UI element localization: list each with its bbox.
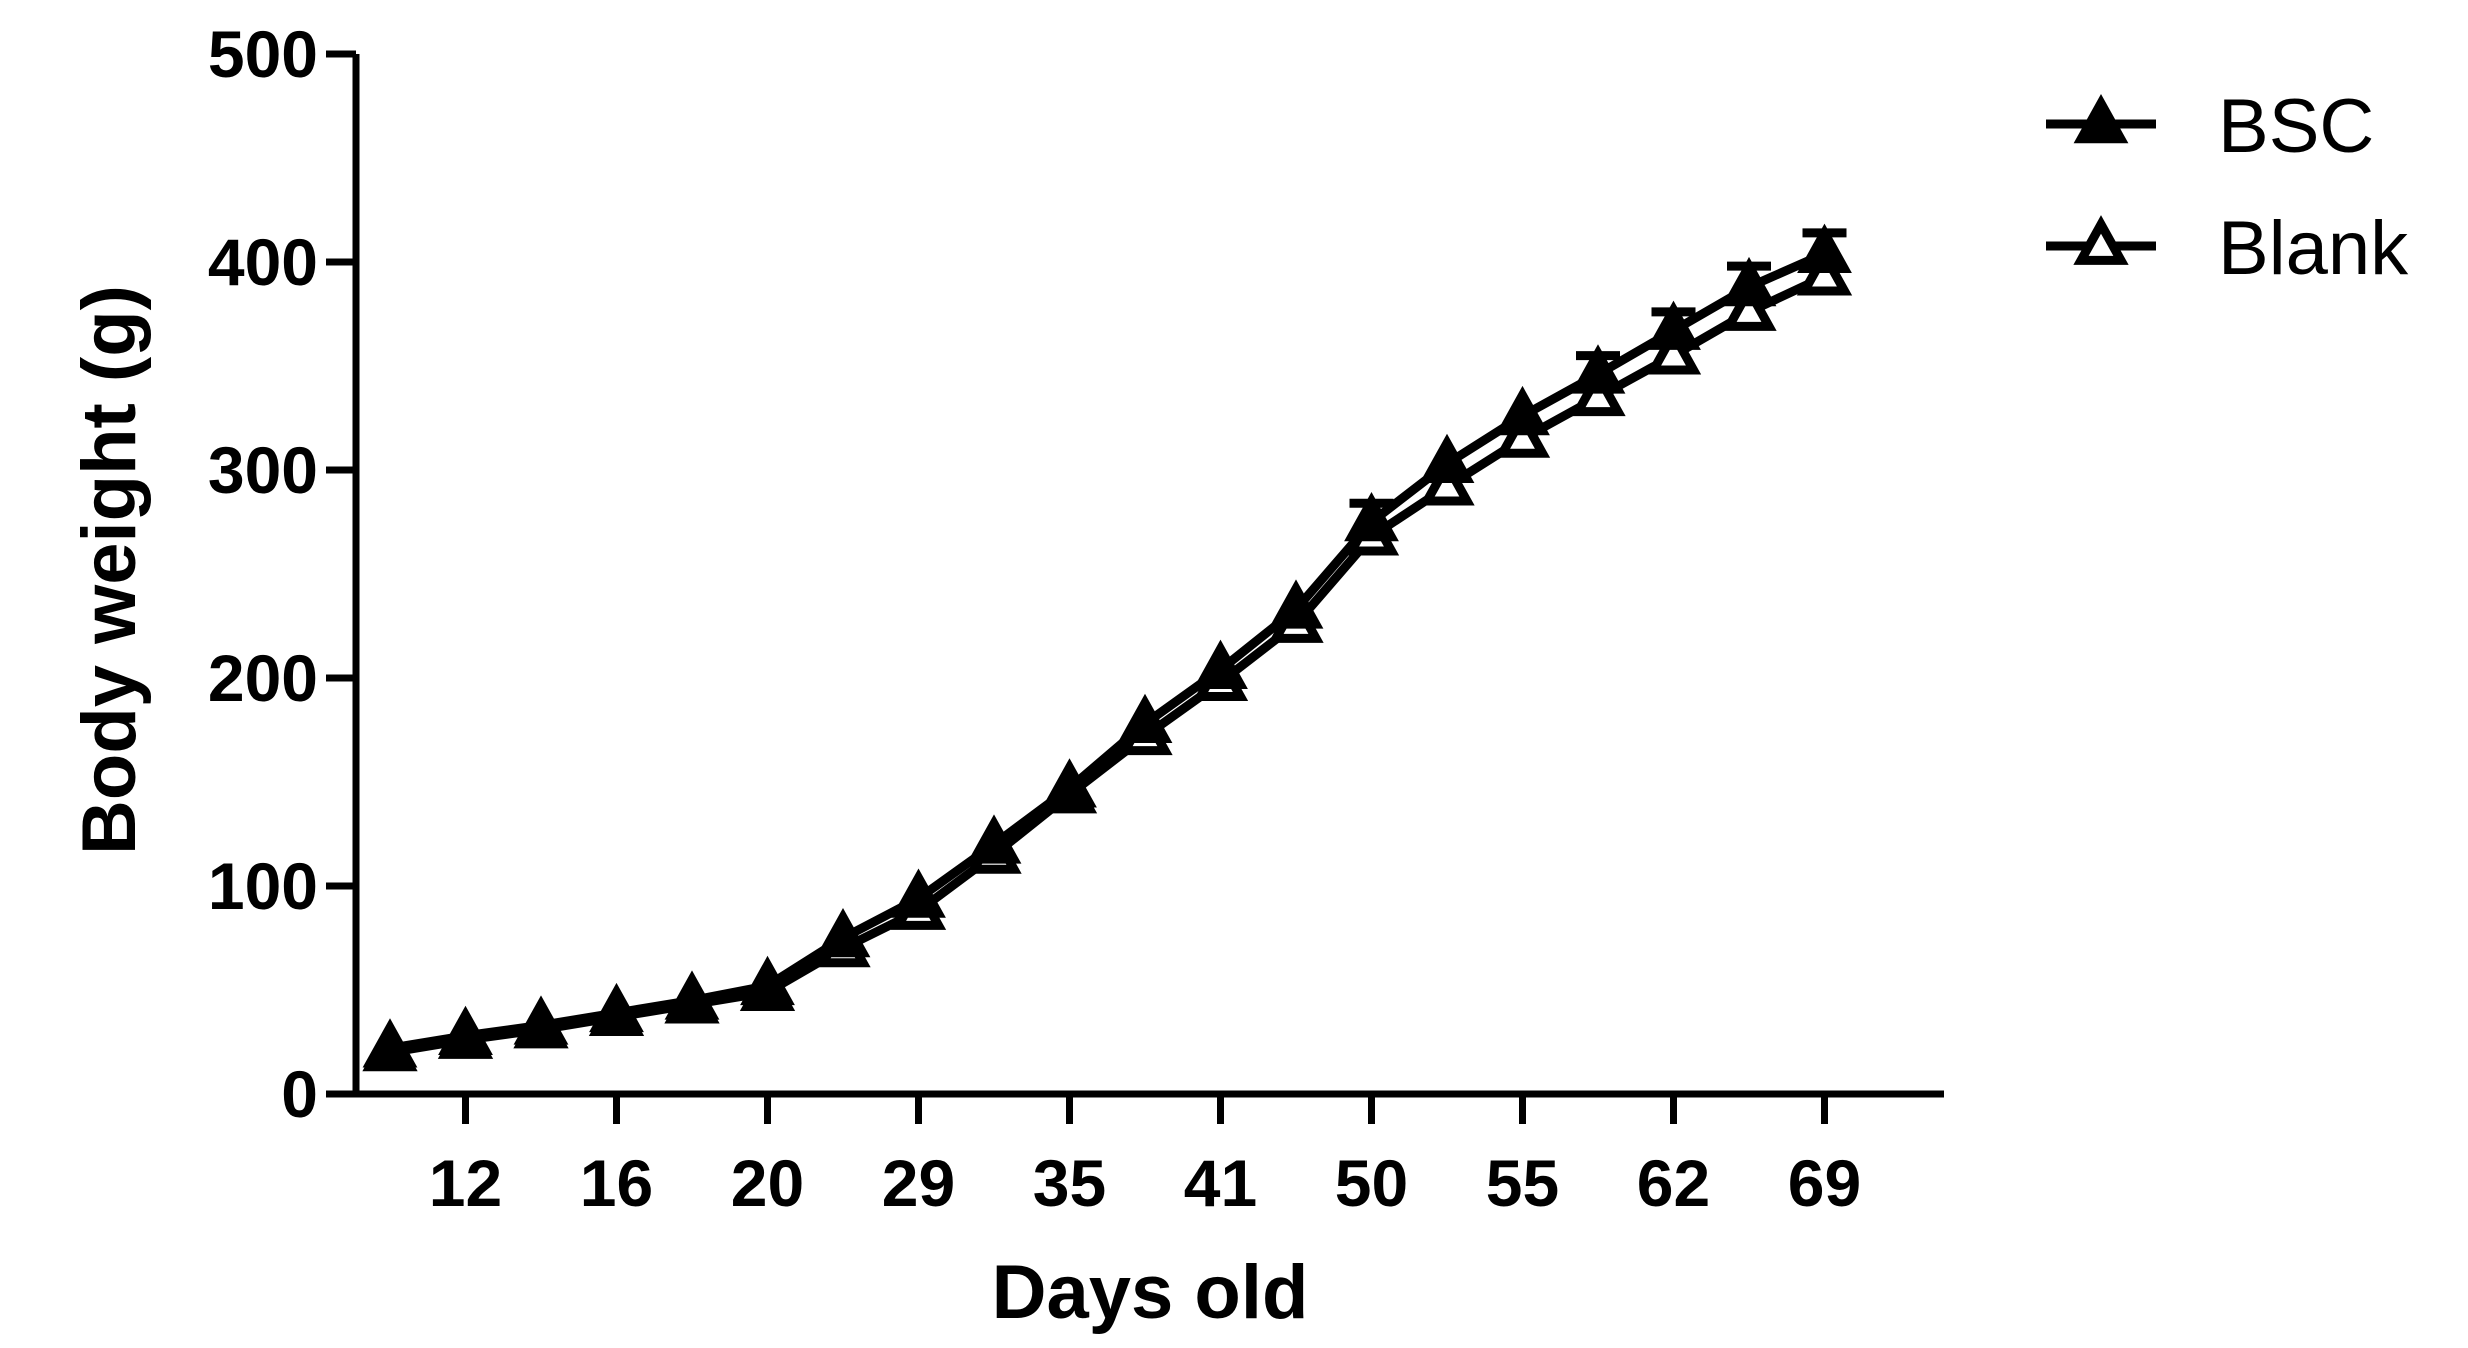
x-tick-label: 50	[1335, 1146, 1408, 1220]
data-point	[438, 1005, 493, 1056]
x-tick-label: 20	[731, 1146, 804, 1220]
data-point	[513, 995, 569, 1045]
x-tick-label: 12	[429, 1146, 502, 1220]
x-tick-label: 29	[882, 1146, 955, 1220]
data-point	[1721, 256, 1777, 307]
x-tick-label: 62	[1637, 1146, 1710, 1220]
legend-marker	[2073, 215, 2129, 265]
data-point	[1419, 433, 1475, 484]
data-point	[1193, 639, 1248, 689]
series-blank	[362, 245, 1853, 1072]
legend-label: Blank	[2218, 206, 2409, 291]
legend: BSC Blank	[2046, 84, 2409, 291]
x-tick-label: 16	[580, 1146, 653, 1220]
data-point	[589, 982, 644, 1033]
y-tick-label: 500	[208, 17, 318, 91]
x-axis-ticks: 12 16 20 29 35 41 50 55 62 69	[429, 1094, 1861, 1220]
axes	[352, 54, 1944, 1098]
data-point	[664, 970, 720, 1020]
data-point	[1042, 758, 1097, 808]
data-point	[815, 907, 871, 958]
y-axis-ticks: 0 100 200 300 400 500	[208, 17, 356, 1131]
data-point	[1344, 491, 1399, 542]
x-tick-label: 35	[1033, 1146, 1106, 1220]
y-axis-title: Body weight (g)	[67, 285, 152, 855]
data-point	[1495, 385, 1550, 436]
data-point	[1645, 324, 1702, 375]
data-point	[1570, 344, 1626, 394]
data-point	[1721, 281, 1777, 331]
data-point	[1268, 579, 1324, 629]
legend-label: BSC	[2218, 84, 2374, 169]
x-axis-title: Days old	[992, 1250, 1309, 1335]
x-tick-label: 41	[1184, 1146, 1257, 1220]
data-point	[1646, 300, 1701, 350]
series-layer	[362, 223, 1853, 1072]
y-tick-label: 100	[208, 849, 318, 923]
data-point	[740, 955, 795, 1006]
data-point	[1797, 223, 1852, 273]
data-point	[362, 1018, 418, 1068]
y-tick-label: 400	[208, 225, 318, 299]
x-tick-label: 55	[1486, 1146, 1559, 1220]
legend-marker	[2073, 93, 2129, 144]
data-point	[891, 868, 946, 918]
y-tick-label: 0	[281, 1057, 318, 1131]
data-point	[1117, 693, 1173, 744]
y-tick-label: 300	[208, 433, 318, 507]
series-bsc	[362, 223, 1852, 1068]
y-tick-label: 200	[208, 641, 318, 715]
x-tick-label: 69	[1788, 1146, 1861, 1220]
data-point	[966, 814, 1022, 864]
